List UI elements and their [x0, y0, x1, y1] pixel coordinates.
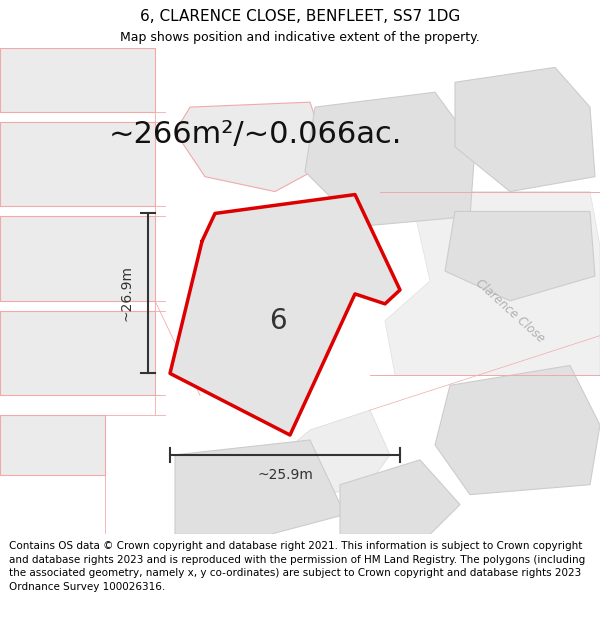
Polygon shape [175, 102, 330, 192]
Polygon shape [340, 460, 460, 534]
Text: Contains OS data © Crown copyright and database right 2021. This information is : Contains OS data © Crown copyright and d… [9, 541, 585, 592]
Polygon shape [0, 216, 155, 301]
Polygon shape [0, 415, 105, 475]
Polygon shape [0, 48, 155, 112]
Text: ~26.9m: ~26.9m [119, 266, 133, 321]
Text: Map shows position and indicative extent of the property.: Map shows position and indicative extent… [120, 31, 480, 44]
Polygon shape [0, 122, 155, 206]
Polygon shape [275, 410, 390, 494]
Text: ~25.9m: ~25.9m [257, 468, 313, 482]
Polygon shape [455, 68, 595, 192]
Polygon shape [445, 211, 595, 301]
Text: ~266m²/~0.066ac.: ~266m²/~0.066ac. [109, 121, 401, 149]
Polygon shape [175, 440, 345, 534]
Text: 6, CLARENCE CLOSE, BENFLEET, SS7 1DG: 6, CLARENCE CLOSE, BENFLEET, SS7 1DG [140, 9, 460, 24]
Text: Clarence Close: Clarence Close [473, 276, 547, 345]
Polygon shape [435, 366, 600, 494]
Text: 6: 6 [269, 307, 287, 335]
Polygon shape [0, 311, 155, 395]
Polygon shape [305, 92, 475, 226]
Polygon shape [385, 192, 600, 376]
Polygon shape [170, 194, 400, 435]
